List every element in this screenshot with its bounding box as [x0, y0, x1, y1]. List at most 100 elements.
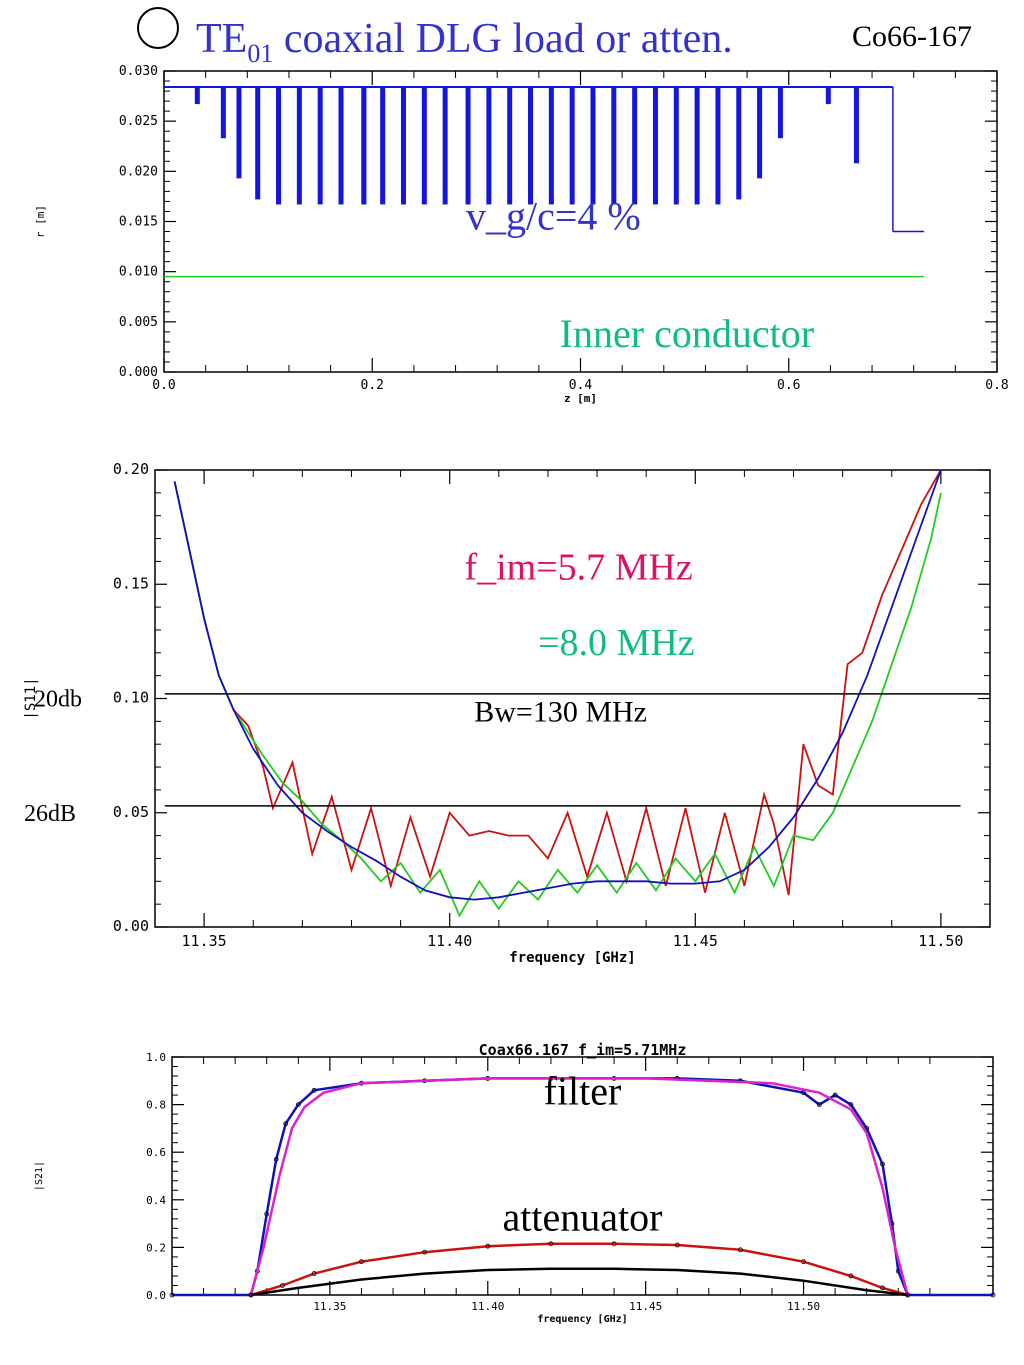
figure-code: Co66-167 — [852, 20, 972, 53]
iris-bar — [194, 87, 200, 105]
y-tick-label: 0.025 — [119, 114, 158, 129]
data-point — [264, 1211, 270, 1217]
annotation: 20db — [34, 687, 82, 713]
circle-icon — [137, 7, 179, 49]
data-point — [485, 1243, 491, 1249]
iris-bar — [361, 87, 367, 205]
data-point — [880, 1161, 885, 1167]
annotation: =8.0 MHz — [538, 622, 695, 664]
iris-bar — [442, 87, 448, 205]
x-axis-label: frequency [GHz] — [537, 1314, 627, 1325]
series-line-1 — [249, 1077, 909, 1296]
series-line-1 — [173, 481, 942, 918]
y-tick-label: 0.10 — [113, 689, 149, 707]
chart-radius-profile: 0.000 0.005 0.010 0.015 0.020 0.025 0.030 0.0 0.… — [34, 64, 1009, 405]
data-point — [611, 1241, 617, 1247]
iris-bar — [569, 87, 575, 205]
x-tick-label: 0.8 — [985, 378, 1008, 393]
y-tick-label: 0.6 — [146, 1146, 166, 1159]
data-point — [816, 1102, 822, 1107]
x-tick-label: 11.45 — [673, 932, 718, 950]
x-tick-label: 0.4 — [569, 378, 593, 393]
annotation: f_im=5.7 MHz — [464, 547, 692, 589]
y-tick-label: 0.010 — [119, 265, 158, 280]
y-tick-label: 0.000 — [119, 365, 158, 380]
iris-bar — [694, 87, 700, 205]
iris-bar — [421, 87, 427, 205]
iris-bar — [276, 87, 282, 205]
annotation: v_g/c=4 % — [466, 194, 641, 239]
data-point — [880, 1285, 885, 1291]
data-point — [283, 1121, 289, 1127]
iris-bar — [236, 87, 242, 179]
chart-s21: 0.0 0.2 0.4 0.6 0.8 1.0 11.35 11.40 11.45 11.50 fr… — [34, 1041, 996, 1325]
y-tick-label: 0.030 — [119, 64, 158, 79]
y-axis-label: |S11| — [23, 677, 39, 719]
iris-bar — [757, 87, 763, 179]
x-axis-label: frequency [GHz] — [509, 950, 635, 966]
data-point — [990, 1292, 996, 1298]
x-tick-label: 11.50 — [918, 932, 963, 950]
x-tick-label: 11.40 — [427, 932, 472, 950]
x-tick-label: 11.35 — [313, 1300, 346, 1313]
data-point — [280, 1283, 285, 1288]
y-tick-label: 1.0 — [146, 1051, 166, 1064]
iris-bar — [673, 87, 679, 205]
x-tick-label: 0.6 — [777, 378, 800, 393]
annotation: 26dB — [24, 801, 76, 827]
data-point — [801, 1259, 806, 1265]
iris-bar — [632, 87, 638, 205]
iris-bar — [548, 87, 554, 205]
data-point — [422, 1249, 428, 1255]
series-line-2 — [250, 1242, 909, 1297]
page-title: TE01 coaxial DLG load or atten. — [196, 16, 733, 68]
data-point — [311, 1271, 317, 1276]
iris-bar — [255, 87, 261, 200]
annotation: attenuator — [503, 1195, 663, 1240]
iris-bar — [736, 87, 742, 200]
data-point — [311, 1087, 317, 1093]
x-tick-label: 11.50 — [787, 1300, 820, 1313]
iris-bar — [317, 87, 323, 205]
data-point — [548, 1241, 554, 1247]
data-point — [359, 1259, 364, 1265]
iris-bar — [590, 87, 596, 205]
iris-bar — [652, 87, 658, 205]
iris-bar — [853, 87, 859, 164]
iris-bar — [338, 87, 344, 205]
iris-bar — [486, 87, 492, 205]
iris-bar — [715, 87, 721, 205]
iris-bar — [507, 87, 513, 205]
data-point — [295, 1102, 301, 1107]
x-tick-label: 11.45 — [629, 1300, 662, 1313]
data-point — [169, 1292, 175, 1298]
iris-bar — [611, 87, 617, 205]
iris-bar — [825, 87, 831, 105]
y-axis-label: r [m] — [34, 205, 47, 238]
data-point — [832, 1092, 838, 1098]
y-tick-label: 0.0 — [146, 1289, 166, 1302]
data-point — [273, 1156, 279, 1162]
y-tick-label: 0.00 — [113, 917, 149, 935]
x-axis-label: z [m] — [564, 392, 597, 405]
y-tick-label: 0.015 — [119, 215, 158, 230]
y-tick-label: 0.20 — [113, 460, 149, 478]
y-tick-label: 0.2 — [146, 1241, 166, 1254]
annotation: Inner conductor — [560, 311, 814, 356]
chart-s11: 0.00 0.05 0.10 0.15 0.20 11.35 11.40 11.45 11.50… — [23, 460, 991, 966]
x-tick-label: 0.0 — [152, 378, 175, 393]
annotation: filter — [544, 1069, 622, 1114]
y-tick-label: 0.020 — [119, 164, 158, 179]
iris-bar — [465, 87, 471, 205]
series-line-3 — [250, 1267, 908, 1297]
iris-bar — [528, 87, 534, 205]
x-tick-label: 11.40 — [471, 1300, 504, 1313]
x-tick-label: 0.2 — [361, 378, 384, 393]
data-point — [737, 1247, 743, 1253]
iris-bar — [400, 87, 406, 205]
x-tick-label: 11.35 — [182, 932, 227, 950]
iris-bar — [777, 87, 783, 139]
series-line-2 — [173, 469, 942, 901]
y-tick-label: 0.4 — [146, 1194, 166, 1207]
